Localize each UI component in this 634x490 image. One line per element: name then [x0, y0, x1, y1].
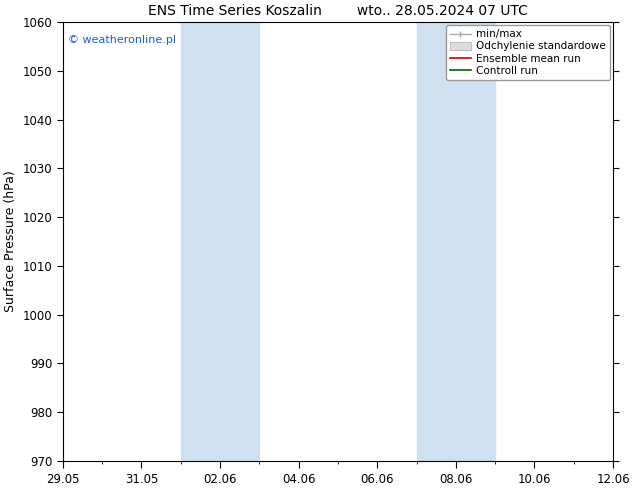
- Text: © weatheronline.pl: © weatheronline.pl: [68, 35, 176, 45]
- Bar: [181, 22, 259, 461]
- Bar: [417, 22, 495, 461]
- Y-axis label: Surface Pressure (hPa): Surface Pressure (hPa): [4, 171, 17, 313]
- Title: ENS Time Series Koszalin        wto.. 28.05.2024 07 UTC: ENS Time Series Koszalin wto.. 28.05.202…: [148, 4, 528, 18]
- Legend: min/max, Odchylenie standardowe, Ensemble mean run, Controll run: min/max, Odchylenie standardowe, Ensembl…: [446, 25, 610, 80]
